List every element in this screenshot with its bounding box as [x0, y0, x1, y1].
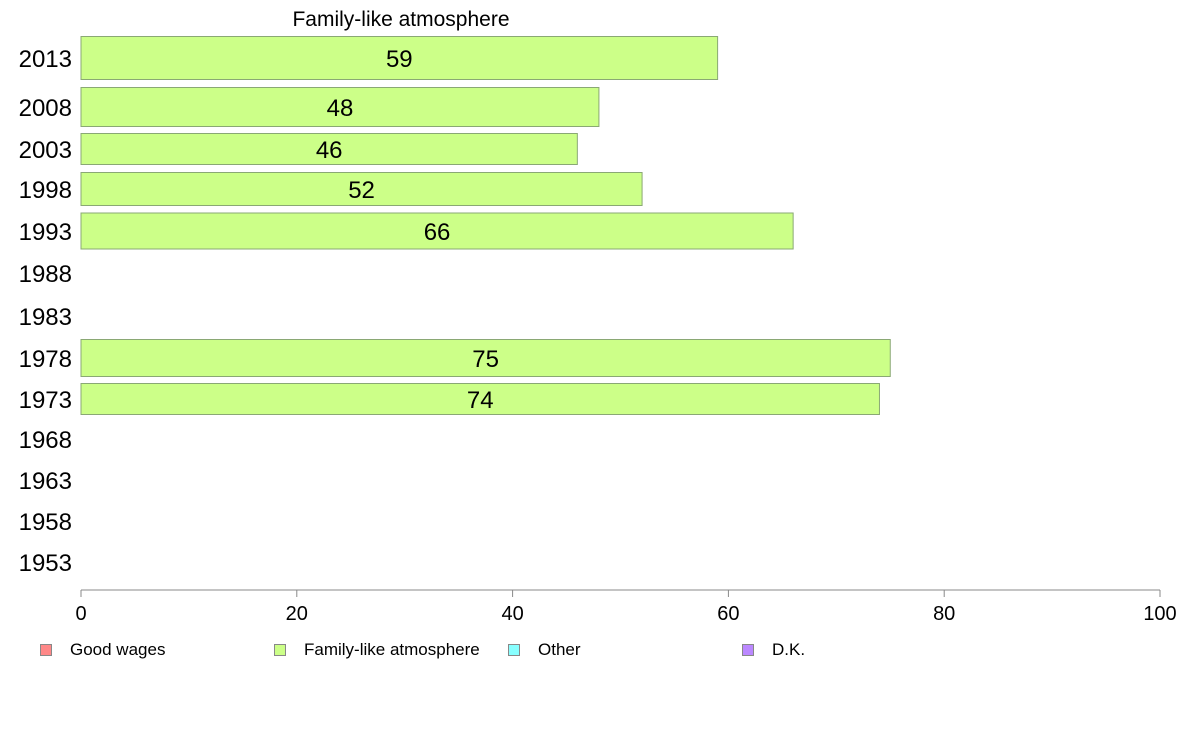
legend: Good wages Family-like atmosphere Other D.K… — [0, 640, 1188, 668]
category-label-1973: 1973 — [19, 387, 72, 414]
legend-swatch — [40, 644, 52, 656]
data-label-1998: 52 — [348, 177, 375, 204]
legend-swatch — [508, 644, 520, 656]
x-tick-label-80: 80 — [933, 603, 955, 625]
data-label-1993: 66 — [424, 219, 451, 246]
legend-item-good-wages: Good wages — [40, 640, 165, 660]
x-axis: 0 20 40 60 80 100 — [75, 589, 1177, 625]
x-tick-label-40: 40 — [501, 603, 523, 625]
x-tick-label-20: 20 — [286, 603, 308, 625]
x-tick-label-100: 100 — [1143, 603, 1176, 625]
x-tick-label-0: 0 — [75, 603, 86, 625]
data-label-1978: 75 — [472, 346, 499, 373]
x-tick-label-60: 60 — [717, 603, 739, 625]
legend-item-d-k: D.K. — [742, 640, 805, 660]
category-label-1968: 1968 — [19, 427, 72, 454]
category-label-1958: 1958 — [19, 509, 72, 536]
year-labels: 2013 2008 2003 1998 1993 1988 1983 1978 1973 1968… — [19, 46, 72, 577]
category-label-1983: 1983 — [19, 304, 72, 331]
bar-1978 — [80, 339, 891, 377]
legend-label: Other — [538, 640, 581, 659]
category-label-2003: 2003 — [19, 137, 72, 164]
legend-label: Family-like atmosphere — [304, 640, 480, 659]
data-label-1973: 74 — [467, 387, 494, 414]
legend-swatch — [274, 644, 286, 656]
category-label-1978: 1978 — [19, 346, 72, 373]
category-label-1963: 1963 — [19, 468, 72, 495]
category-label-1953: 1953 — [19, 550, 72, 577]
bar-1973 — [80, 383, 880, 415]
bar-1993 — [80, 212, 794, 250]
bar-2013 — [80, 36, 719, 80]
bar-2008 — [80, 87, 600, 127]
data-label-2013: 59 — [386, 46, 413, 73]
data-label-2008: 48 — [327, 95, 354, 122]
legend-label: Good wages — [70, 640, 166, 659]
legend-label: D.K. — [772, 640, 806, 659]
category-label-2008: 2008 — [19, 95, 72, 122]
category-label-1988: 1988 — [19, 261, 72, 288]
category-label-1993: 1993 — [19, 219, 72, 246]
data-label-2003: 46 — [316, 137, 343, 164]
category-label-2013: 2013 — [19, 46, 72, 73]
bar-2003 — [80, 133, 578, 165]
category-label-1998: 1998 — [19, 177, 72, 204]
legend-swatch — [742, 644, 754, 656]
legend-item-family-like-atmosphere: Family-like atmosphere — [274, 640, 480, 660]
bar-1998 — [80, 172, 643, 206]
legend-item-other: Other — [508, 640, 581, 660]
chart-title: Family-like atmosphere — [292, 8, 509, 31]
